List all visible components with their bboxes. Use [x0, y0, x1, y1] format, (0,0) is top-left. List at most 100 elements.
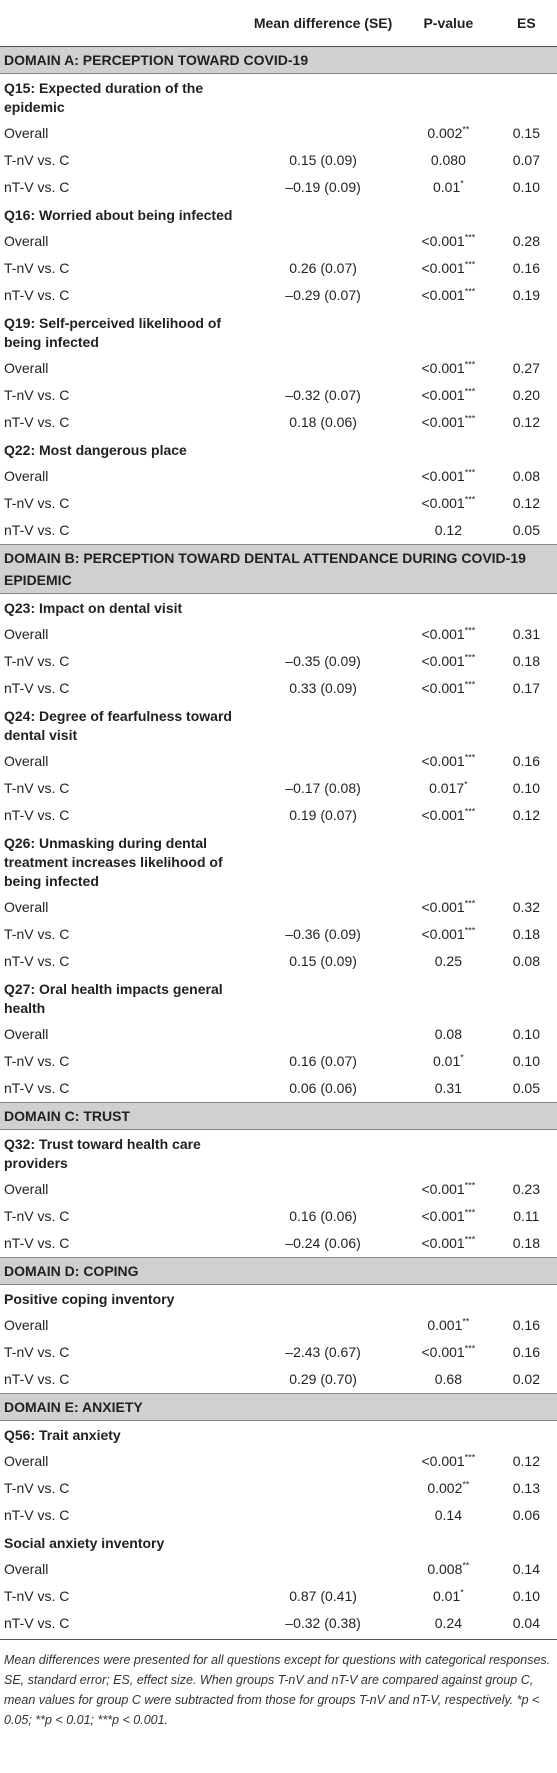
p-value-cell: <0.001*** [401, 648, 496, 675]
effect-size: 0.07 [512, 152, 540, 168]
effect-size: 0.28 [512, 233, 540, 249]
domain-row: DOMAIN D: COPING [0, 1257, 557, 1285]
data-row: T-nV vs. C –2.43 (0.67) <0.001*** 0.16 [0, 1339, 557, 1366]
data-row: T-nV vs. C –0.36 (0.09) <0.001*** 0.18 [0, 921, 557, 948]
p-value-cell: 0.14 [401, 1502, 496, 1529]
data-row: T-nV vs. C 0.16 (0.06) <0.001*** 0.11 [0, 1203, 557, 1230]
p-value-cell: <0.001*** [401, 1176, 496, 1203]
data-row: T-nV vs. C <0.001*** 0.12 [0, 490, 557, 517]
empty-cell [401, 829, 496, 894]
data-row: Overall 0.001** 0.16 [0, 1312, 557, 1339]
mean-difference: 0.29 (0.70) [289, 1371, 357, 1387]
p-value: <0.001 [421, 387, 465, 403]
empty-cell [496, 74, 557, 121]
significance: *** [464, 232, 476, 243]
group-label: nT-V vs. C [4, 953, 70, 969]
p-value-cell: 0.12 [401, 517, 496, 545]
mean-difference: 0.19 (0.07) [289, 807, 357, 823]
effect-size: 0.10 [512, 1588, 540, 1604]
p-value: 0.68 [434, 1371, 462, 1387]
group-label: Overall [4, 233, 49, 249]
group-label: T-nV vs. C [4, 260, 70, 276]
question-label: Q23: Impact on dental visit [4, 600, 183, 616]
group-label: nT-V vs. C [4, 522, 70, 538]
empty-cell [245, 894, 401, 921]
effect-size: 0.17 [512, 680, 540, 696]
question-row: Q23: Impact on dental visit [0, 594, 557, 622]
empty-cell [245, 1312, 401, 1339]
significance: *** [464, 386, 476, 397]
p-value-cell: 0.08 [401, 1021, 496, 1048]
effect-size: 0.12 [512, 414, 540, 430]
effect-size: 0.13 [512, 1480, 540, 1496]
p-value-cell: <0.001*** [401, 255, 496, 282]
effect-size: 0.11 [513, 1208, 540, 1224]
empty-cell [496, 1529, 557, 1556]
domain-row: DOMAIN C: TRUST [0, 1102, 557, 1130]
group-label: nT-V vs. C [4, 680, 70, 696]
group-label: T-nV vs. C [4, 1344, 70, 1360]
empty-cell [496, 829, 557, 894]
p-value-cell: <0.001*** [401, 490, 496, 517]
effect-size: 0.04 [512, 1615, 540, 1631]
empty-cell [245, 120, 401, 147]
domain-title: DOMAIN D: COPING [0, 1257, 557, 1285]
group-label: nT-V vs. C [4, 1615, 70, 1631]
effect-size: 0.10 [512, 1053, 540, 1069]
empty-cell [245, 1130, 401, 1177]
data-row: Overall 0.08 0.10 [0, 1021, 557, 1048]
significance: *** [464, 652, 476, 663]
data-row: nT-V vs. C –0.19 (0.09) 0.01* 0.10 [0, 174, 557, 201]
p-value-cell: 0.017* [401, 775, 496, 802]
mean-difference: 0.18 (0.06) [289, 414, 357, 430]
empty-cell [401, 201, 496, 228]
p-value-cell: 0.002** [401, 1475, 496, 1502]
question-label: Q15: Expected duration of the epidemic [4, 80, 204, 115]
data-row: Overall <0.001*** 0.08 [0, 463, 557, 490]
significance: *** [464, 467, 476, 478]
empty-cell [496, 201, 557, 228]
group-label: nT-V vs. C [4, 287, 70, 303]
significance: *** [464, 259, 476, 270]
p-value: 0.08 [434, 1026, 462, 1042]
significance: *** [464, 1452, 476, 1463]
data-row: Overall <0.001*** 0.12 [0, 1448, 557, 1475]
data-row: T-nV vs. C 0.26 (0.07) <0.001*** 0.16 [0, 255, 557, 282]
empty-cell [496, 702, 557, 748]
p-value: <0.001 [421, 653, 465, 669]
group-label: Overall [4, 753, 49, 769]
p-value: <0.001 [421, 1181, 465, 1197]
effect-size: 0.14 [512, 1561, 540, 1577]
p-value-cell: 0.24 [401, 1610, 496, 1637]
empty-cell [245, 463, 401, 490]
data-row: nT-V vs. C 0.14 0.06 [0, 1502, 557, 1529]
blank-header [0, 0, 246, 47]
data-row: nT-V vs. C 0.19 (0.07) <0.001*** 0.12 [0, 802, 557, 829]
data-row: Overall <0.001*** 0.32 [0, 894, 557, 921]
group-label: T-nV vs. C [4, 1588, 70, 1604]
group-label: T-nV vs. C [4, 387, 70, 403]
p-value-cell: <0.001*** [401, 409, 496, 436]
question-row: Q22: Most dangerous place [0, 436, 557, 463]
question-label: Q26: Unmasking during dental treatment i… [4, 835, 223, 889]
empty-cell [245, 748, 401, 775]
data-row: T-nV vs. C 0.15 (0.09) 0.080 0.07 [0, 147, 557, 174]
mean-difference: –0.35 (0.09) [285, 653, 361, 669]
significance: *** [464, 679, 476, 690]
effect-size: 0.05 [512, 522, 540, 538]
significance: ** [462, 1479, 470, 1490]
effect-size: 0.12 [512, 1453, 540, 1469]
empty-cell [401, 975, 496, 1021]
empty-cell [245, 355, 401, 382]
effect-size: 0.19 [512, 287, 540, 303]
group-label: Overall [4, 626, 49, 642]
effect-size: 0.16 [512, 1344, 540, 1360]
significance: *** [464, 752, 476, 763]
group-label: Overall [4, 468, 49, 484]
effect-size: 0.05 [512, 1080, 540, 1096]
column-header: Mean difference (SE) [245, 0, 402, 47]
empty-cell [496, 1421, 557, 1449]
column-header: P-value [401, 0, 496, 47]
question-row: Q16: Worried about being infected [0, 201, 557, 228]
data-row: nT-V vs. C 0.33 (0.09) <0.001*** 0.17 [0, 675, 557, 702]
